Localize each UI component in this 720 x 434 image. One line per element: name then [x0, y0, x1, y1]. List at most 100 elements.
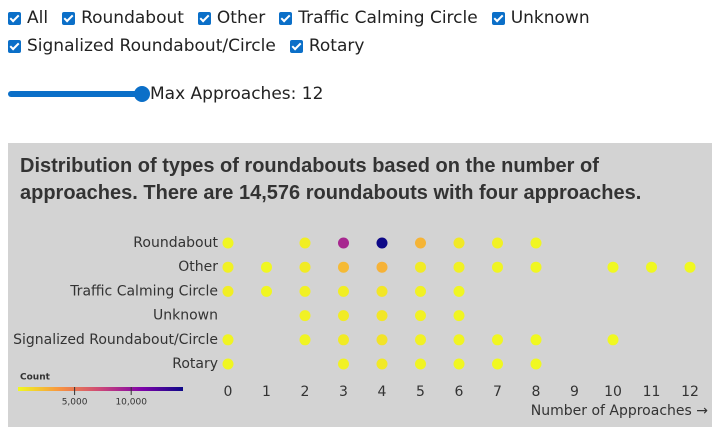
- dot: [453, 261, 465, 273]
- checkbox-label: Roundabout: [81, 8, 184, 28]
- checkbox-label: All: [27, 8, 49, 28]
- dot: [492, 237, 503, 249]
- x-tick-label: 10: [604, 384, 622, 400]
- x-tick-label: 5: [416, 384, 425, 400]
- x-tick-label: 12: [681, 384, 699, 400]
- dot: [607, 334, 619, 346]
- checkbox-label: Unknown: [510, 8, 590, 28]
- dot: [492, 358, 503, 370]
- dot: [453, 237, 465, 249]
- checkbox[interactable]: [491, 11, 505, 25]
- dot: [530, 261, 542, 273]
- dot: [299, 310, 311, 322]
- checkbox-label: Other: [216, 8, 266, 28]
- x-tick-label: 0: [224, 384, 233, 400]
- dot: [530, 358, 542, 370]
- dot: [376, 285, 388, 297]
- dot: [415, 310, 426, 322]
- checkbox[interactable]: [197, 11, 211, 25]
- dot: [261, 285, 272, 297]
- dot: [261, 261, 272, 273]
- checkbox-label: Signalized Roundabout/Circle: [27, 36, 276, 56]
- checkbox-label: Traffic Calming Circle: [298, 8, 478, 28]
- dot: [376, 334, 388, 346]
- dot: [299, 334, 311, 346]
- row-label: Roundabout: [133, 235, 218, 251]
- filter-checkbox[interactable]: Other: [197, 4, 266, 32]
- dot: [222, 261, 234, 273]
- dot: [299, 237, 311, 249]
- legend-bar: [18, 387, 183, 391]
- dot: [415, 358, 426, 370]
- dot: [338, 261, 349, 273]
- x-tick-label: 1: [262, 384, 271, 400]
- dot: [492, 334, 503, 346]
- dot: [646, 261, 657, 273]
- legend-tick-label: 10,000: [115, 398, 147, 408]
- dot: [299, 261, 311, 273]
- dot: [299, 285, 311, 297]
- chart-title: Distribution of types of roundabouts bas…: [20, 155, 642, 204]
- dot: [453, 358, 465, 370]
- x-tick-label: 3: [339, 384, 348, 400]
- dot: [415, 261, 426, 273]
- x-tick-label: 7: [493, 384, 502, 400]
- filter-checkbox[interactable]: All: [8, 4, 48, 32]
- filter-checkbox[interactable]: Rotary: [289, 32, 365, 60]
- filter-checkbox[interactable]: Signalized Roundabout/Circle: [8, 32, 276, 60]
- checkbox[interactable]: [62, 11, 76, 25]
- dot: [607, 261, 619, 273]
- checkbox-label: Rotary: [308, 36, 365, 56]
- dot: [453, 310, 465, 322]
- dot: [684, 261, 696, 273]
- x-tick-label: 2: [301, 384, 310, 400]
- dot: [492, 261, 503, 273]
- checkbox[interactable]: [8, 11, 21, 25]
- x-axis-label: Number of Approaches →: [531, 403, 709, 419]
- dot: [222, 285, 234, 297]
- dot: [376, 237, 388, 249]
- row-label: Signalized Roundabout/Circle: [13, 332, 218, 348]
- dot: [415, 237, 426, 249]
- slider[interactable]: Max Approaches: 12: [8, 80, 323, 108]
- dot: [222, 237, 234, 249]
- dot: [530, 334, 542, 346]
- dot: [338, 358, 349, 370]
- row-label: Unknown: [153, 308, 218, 324]
- checkbox[interactable]: [289, 39, 303, 53]
- slider-label: Max Approaches: 12: [150, 84, 324, 104]
- x-tick-label: 4: [378, 384, 387, 400]
- dot: [376, 310, 388, 322]
- x-tick-label: 6: [455, 384, 464, 400]
- slider-track[interactable]: [8, 86, 150, 102]
- slider-thumb[interactable]: [134, 86, 150, 102]
- x-tick-label: 8: [532, 384, 541, 400]
- legend-tick-label: 5,000: [62, 398, 88, 408]
- dot: [338, 310, 349, 322]
- x-tick-label: 11: [643, 384, 661, 400]
- dot: [222, 334, 234, 346]
- dot: [453, 334, 465, 346]
- filter-checkbox[interactable]: Unknown: [491, 4, 590, 32]
- x-tick-label: 9: [570, 384, 579, 400]
- row-label: Rotary: [172, 356, 218, 372]
- dot: [222, 358, 234, 370]
- row-label: Other: [178, 259, 218, 275]
- dot: [338, 334, 349, 346]
- filter-checkbox[interactable]: Roundabout: [62, 4, 184, 32]
- checkbox[interactable]: [8, 39, 21, 53]
- row-label: Traffic Calming Circle: [69, 283, 218, 299]
- dot: [338, 285, 349, 297]
- dot: [453, 285, 465, 297]
- filter-checkbox[interactable]: Traffic Calming Circle: [279, 4, 478, 32]
- checkbox[interactable]: [279, 11, 293, 25]
- dot: [415, 285, 426, 297]
- dot: [415, 334, 426, 346]
- dot: [338, 237, 349, 249]
- dot: [530, 237, 542, 249]
- filter-list: All Roundabout Other Traffic Calming Circle…: [8, 4, 648, 60]
- legend-title: Count: [20, 373, 51, 383]
- chart-panel: Distribution of types of roundabouts bas…: [8, 143, 712, 427]
